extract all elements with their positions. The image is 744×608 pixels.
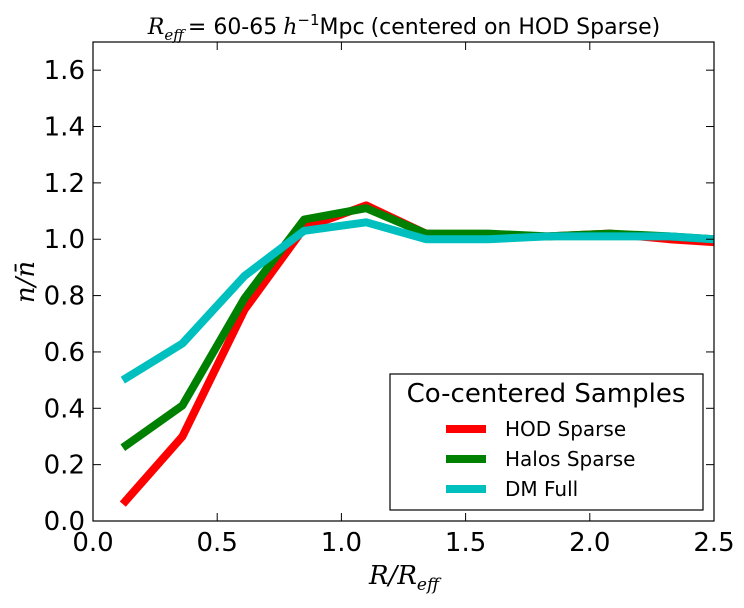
- legend-box: [389, 373, 704, 511]
- title-unit: Mpc: [320, 15, 365, 40]
- legend: Co-centered Samples HOD Sparse Halos Spar…: [389, 373, 704, 511]
- y-tick-label: 1.4: [44, 113, 85, 143]
- legend-label: HOD Sparse: [505, 417, 626, 441]
- y-tick-label: 0.8: [44, 282, 85, 312]
- title-suffix: (centered on HOD Sparse): [371, 15, 661, 40]
- y-tick-label: 0.2: [44, 451, 85, 481]
- y-tick-label: 1.2: [44, 169, 85, 199]
- y-tick-label: 1.6: [44, 56, 85, 86]
- series-layer: [119, 201, 715, 507]
- chart-title: Reff = 60-65 h−1Mpc (centered on HOD Sparse…: [147, 11, 660, 44]
- title-unit-exponent: −1: [297, 11, 319, 29]
- legend-label: Halos Sparse: [505, 447, 635, 471]
- x-tick-label: 1.5: [445, 528, 486, 558]
- title-symbol: R: [147, 15, 165, 40]
- title-range: = 60-65: [188, 15, 277, 40]
- legend-title: Co-centered Samples: [407, 379, 686, 409]
- legend-entries: HOD Sparse Halos Sparse DM Full: [446, 417, 635, 501]
- plot-frame: [92, 41, 715, 522]
- x-tick-label: 2.5: [693, 528, 734, 558]
- x-axis-label-subscript: eff: [417, 575, 442, 595]
- x-axis-label: R/Reff: [368, 561, 442, 595]
- y-tick-label: 0.0: [44, 507, 85, 537]
- x-tick-label: 1.0: [321, 528, 362, 558]
- y-axis-label: n/n̄: [11, 261, 41, 303]
- y-tick-label: 0.6: [44, 338, 85, 368]
- legend-label: DM Full: [505, 477, 578, 501]
- x-tick-label: 2.0: [569, 528, 610, 558]
- x-tick-label: 0.0: [72, 528, 113, 558]
- tick-layer: 0.0 0.5 1.0 1.5 2.0 2.5 0.0 0.2 0.4 0.6 0.8 1.0 1.2 1…: [44, 42, 735, 558]
- x-tick-label: 0.5: [197, 528, 238, 558]
- y-tick-label: 1.0: [44, 225, 85, 255]
- x-axis-label-main: R/R: [368, 561, 417, 591]
- title-unit-h: h: [283, 15, 297, 40]
- title-symbol-subscript: eff: [164, 26, 186, 44]
- series-line-dm-full: [120, 218, 715, 384]
- y-tick-label: 0.4: [44, 394, 85, 424]
